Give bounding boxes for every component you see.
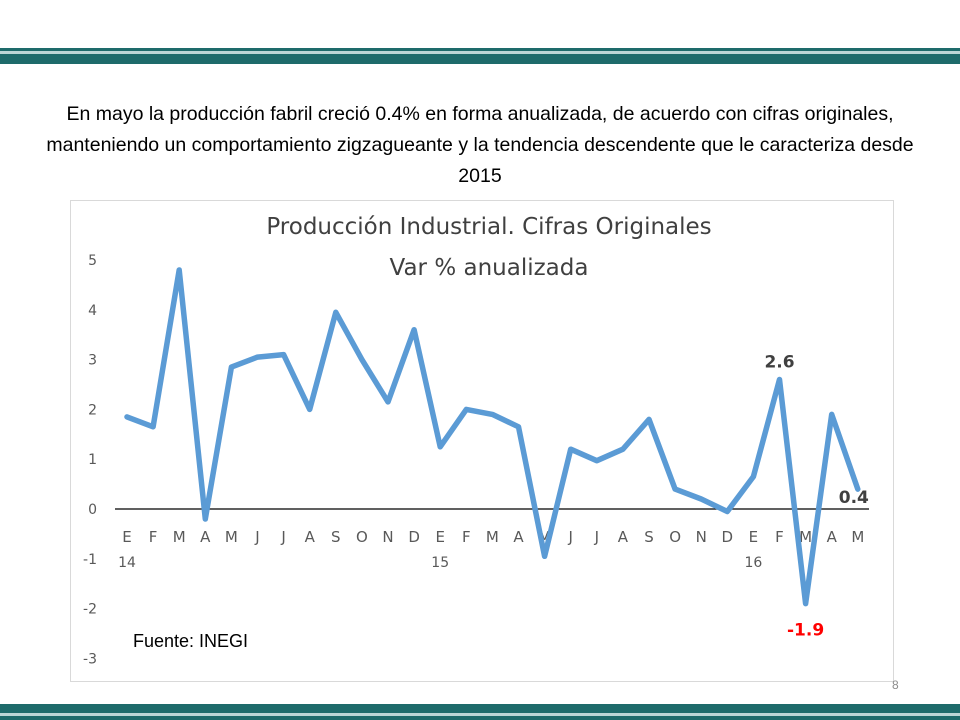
year-label: 15 — [431, 555, 449, 571]
x-tick-label: D — [722, 528, 734, 546]
x-tick-label: S — [331, 528, 341, 546]
data-label: 0.4 — [839, 488, 869, 508]
data-label: 2.6 — [764, 353, 794, 373]
x-tick-label: A — [827, 528, 838, 546]
line-chart: Producción Industrial. Cifras Originales… — [83, 214, 869, 667]
x-tick-label: D — [408, 528, 420, 546]
series-line — [124, 267, 861, 607]
x-tick-label: J — [594, 528, 599, 546]
x-tick-label: M — [225, 528, 238, 546]
x-tick-label: J — [567, 528, 572, 546]
x-tick-label: M — [173, 528, 186, 546]
x-tick-label: E — [749, 528, 758, 546]
y-tick-label: 1 — [88, 452, 97, 468]
y-tick-label: 3 — [88, 353, 97, 369]
x-tick-label: F — [462, 528, 471, 546]
year-label: 14 — [118, 555, 136, 571]
x-tick-label: M — [851, 528, 864, 546]
y-tick-label: -2 — [83, 602, 97, 618]
data-label: -1.9 — [787, 621, 824, 641]
x-tick-label: J — [280, 528, 285, 546]
bottom-divider-stripe — [0, 713, 960, 716]
chart-title: Producción Industrial. Cifras Originales — [266, 214, 711, 240]
x-tick-label: E — [435, 528, 444, 546]
x-tick-label: A — [618, 528, 629, 546]
page-number: 8 — [892, 678, 899, 692]
chart-subtitle: Var % anualizada — [390, 255, 589, 281]
chart-frame: Producción Industrial. Cifras Originales… — [70, 200, 894, 682]
top-divider-stripe — [0, 51, 960, 54]
bottom-divider-bar — [0, 704, 960, 720]
x-tick-label: E — [122, 528, 131, 546]
x-tick-label: S — [644, 528, 654, 546]
y-tick-label: 5 — [88, 253, 97, 269]
y-tick-label: 2 — [88, 402, 97, 418]
y-tick-label: -3 — [83, 651, 97, 667]
year-label: 16 — [744, 555, 762, 571]
x-tick-label: F — [149, 528, 158, 546]
x-tick-label: O — [356, 528, 368, 546]
x-tick-label: N — [382, 528, 393, 546]
x-tick-label: N — [696, 528, 707, 546]
y-tick-label: -1 — [83, 552, 97, 568]
y-tick-label: 4 — [88, 303, 97, 319]
x-tick-label: J — [254, 528, 259, 546]
top-divider-bar — [0, 48, 960, 64]
x-tick-label: A — [305, 528, 316, 546]
x-tick-label: M — [486, 528, 499, 546]
x-tick-label: F — [775, 528, 784, 546]
x-tick-label: A — [513, 528, 524, 546]
y-tick-label: 0 — [88, 502, 97, 518]
slide-headline: En mayo la producción fabril creció 0.4%… — [46, 103, 914, 187]
x-tick-label: O — [669, 528, 681, 546]
x-tick-label: M — [799, 528, 812, 546]
chart-source: Fuente: INEGI — [133, 631, 248, 651]
x-tick-label: A — [200, 528, 211, 546]
